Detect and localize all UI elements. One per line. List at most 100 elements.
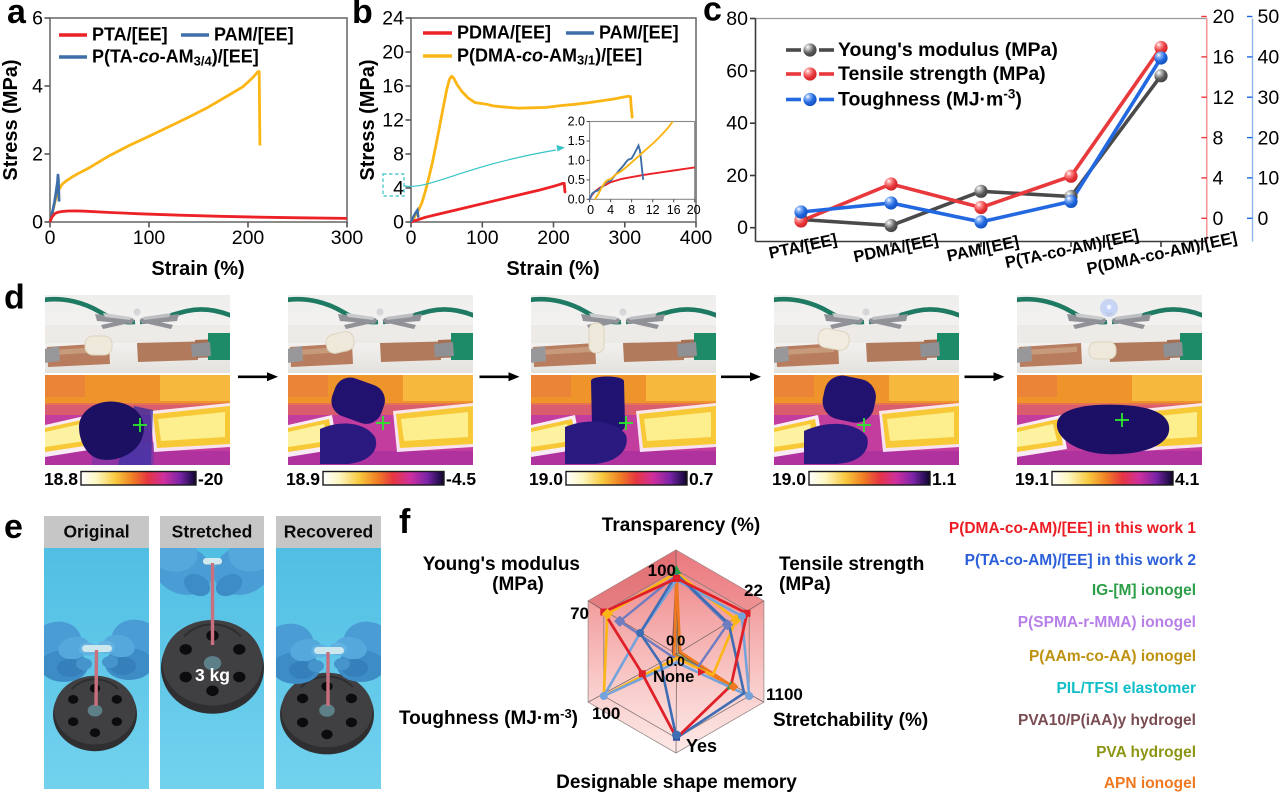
- svg-text:40: 40: [1258, 47, 1280, 69]
- svg-text:8: 8: [1213, 127, 1224, 149]
- svg-text:4: 4: [1213, 168, 1224, 190]
- svg-text:2.0: 2.0: [568, 115, 585, 129]
- svg-text:19.1: 19.1: [1015, 469, 1049, 489]
- svg-text:100: 100: [133, 227, 166, 249]
- svg-text:Strain (%): Strain (%): [506, 258, 599, 280]
- svg-text:20: 20: [687, 203, 701, 217]
- svg-text:Stress (MPa): Stress (MPa): [357, 59, 379, 180]
- svg-text:APN ionogel: APN ionogel: [1104, 775, 1196, 792]
- svg-text:PVA hydrogel: PVA hydrogel: [1096, 744, 1196, 761]
- svg-text:6: 6: [32, 8, 43, 30]
- svg-text:20: 20: [382, 42, 404, 64]
- svg-text:16: 16: [667, 203, 681, 217]
- svg-text:0.0: 0.0: [568, 192, 585, 206]
- svg-text:0: 0: [1258, 208, 1269, 230]
- svg-text:PAM/[EE]: PAM/[EE]: [214, 25, 294, 45]
- svg-text:200: 200: [232, 227, 265, 249]
- svg-text:PDMA/[EE]: PDMA/[EE]: [852, 231, 940, 267]
- svg-text:0: 0: [587, 203, 594, 217]
- svg-text:d: d: [4, 279, 25, 317]
- svg-text:12: 12: [382, 110, 404, 132]
- svg-text:IG-[M] ionogel: IG-[M] ionogel: [1092, 582, 1196, 599]
- svg-text:c: c: [703, 0, 722, 29]
- svg-text:0: 0: [406, 227, 417, 249]
- svg-text:0: 0: [393, 212, 404, 234]
- svg-text:1100: 1100: [766, 685, 803, 704]
- svg-text:-4.5: -4.5: [446, 469, 476, 489]
- svg-text:19.0: 19.0: [529, 469, 563, 489]
- svg-text:300: 300: [331, 227, 364, 249]
- svg-text:Toughness (MJ·m-3): Toughness (MJ·m-3): [838, 87, 1022, 111]
- svg-text:20: 20: [726, 165, 748, 187]
- svg-text:P(TA-co-AM)/[EE] in this work: P(TA-co-AM)/[EE] in this work 2: [965, 552, 1196, 569]
- svg-text:30: 30: [1258, 87, 1280, 109]
- svg-text:f: f: [399, 503, 411, 541]
- svg-text:Yes: Yes: [686, 736, 717, 756]
- svg-text:Stress (MPa): Stress (MPa): [0, 59, 22, 180]
- svg-text:19.0: 19.0: [772, 469, 806, 489]
- svg-text:100: 100: [466, 227, 499, 249]
- svg-text:PTA/[EE]: PTA/[EE]: [767, 231, 839, 263]
- svg-text:Stretchability (%): Stretchability (%): [773, 710, 928, 731]
- svg-text:Young's modulus (MPa): Young's modulus (MPa): [838, 39, 1058, 61]
- svg-text:12: 12: [1213, 87, 1235, 109]
- svg-text:4.1: 4.1: [1175, 469, 1200, 489]
- svg-text:1.5: 1.5: [568, 134, 585, 148]
- svg-text:1.0: 1.0: [568, 153, 585, 167]
- svg-text:Designable shape memory: Designable shape memory: [556, 772, 797, 793]
- svg-text:16: 16: [1213, 47, 1235, 69]
- svg-text:400: 400: [680, 227, 713, 249]
- svg-text:60: 60: [726, 60, 748, 82]
- svg-text:4: 4: [607, 203, 614, 217]
- svg-text:Tensile strength: Tensile strength: [779, 554, 924, 575]
- svg-text:0.7: 0.7: [689, 469, 713, 489]
- svg-text:1.1: 1.1: [932, 469, 957, 489]
- svg-text:2: 2: [32, 144, 43, 166]
- svg-text:PVA10/P(iAA)y hydrogel: PVA10/P(iAA)y hydrogel: [1018, 712, 1196, 729]
- svg-text:P(DMA-co-AM3/1)/[EE]: P(DMA-co-AM3/1)/[EE]: [457, 46, 642, 68]
- svg-text:50: 50: [1258, 6, 1280, 28]
- svg-text:70: 70: [570, 604, 589, 623]
- svg-text:0: 0: [666, 633, 674, 650]
- svg-text:b: b: [352, 0, 373, 31]
- svg-text:20: 20: [1258, 127, 1280, 149]
- svg-text:80: 80: [726, 8, 748, 30]
- svg-text:Toughness (MJ·m-3): Toughness (MJ·m-3): [399, 706, 578, 729]
- svg-text:(MPa): (MPa): [492, 574, 544, 595]
- svg-text:100: 100: [592, 704, 620, 723]
- svg-text:8: 8: [393, 144, 404, 166]
- svg-text:Young's modulus: Young's modulus: [423, 554, 580, 575]
- svg-text:0: 0: [677, 633, 685, 650]
- svg-text:0.0: 0.0: [666, 654, 685, 669]
- svg-text:0: 0: [737, 217, 748, 239]
- svg-text:0: 0: [45, 227, 56, 249]
- svg-text:P(DMA-co-AM)/[EE] in this work: P(DMA-co-AM)/[EE] in this work 1: [949, 520, 1197, 537]
- svg-text:P(AAm-co-AA) ionogel: P(AAm-co-AA) ionogel: [1029, 648, 1196, 665]
- svg-text:(MPa): (MPa): [779, 574, 831, 595]
- svg-text:a: a: [7, 0, 27, 31]
- svg-text:Transparency (%): Transparency (%): [602, 515, 760, 536]
- svg-text:18.9: 18.9: [286, 469, 320, 489]
- svg-text:Strain (%): Strain (%): [151, 258, 244, 280]
- svg-text:10: 10: [1258, 168, 1280, 190]
- svg-text:0: 0: [32, 212, 43, 234]
- svg-text:24: 24: [382, 8, 404, 30]
- svg-text:Original: Original: [63, 522, 129, 542]
- svg-text:0.5: 0.5: [568, 173, 585, 187]
- svg-text:PIL/TFSI elastomer: PIL/TFSI elastomer: [1056, 680, 1196, 697]
- svg-text:PTA/[EE]: PTA/[EE]: [92, 25, 168, 45]
- svg-text:PAM/[EE]: PAM/[EE]: [599, 23, 679, 43]
- svg-text:12: 12: [646, 203, 660, 217]
- svg-text:22: 22: [744, 581, 763, 600]
- svg-text:Stretched: Stretched: [172, 522, 253, 542]
- svg-text:18.8: 18.8: [44, 469, 78, 489]
- svg-text:e: e: [4, 508, 23, 546]
- svg-text:4: 4: [32, 76, 43, 98]
- svg-text:200: 200: [537, 227, 570, 249]
- svg-text:-20: -20: [198, 469, 224, 489]
- svg-text:3 kg: 3 kg: [195, 665, 230, 685]
- svg-text:20: 20: [1213, 6, 1235, 28]
- svg-text:0: 0: [1213, 208, 1224, 230]
- svg-text:P(TA-co-AM3/4)/[EE]: P(TA-co-AM3/4)/[EE]: [92, 47, 259, 69]
- svg-text:100: 100: [648, 561, 676, 580]
